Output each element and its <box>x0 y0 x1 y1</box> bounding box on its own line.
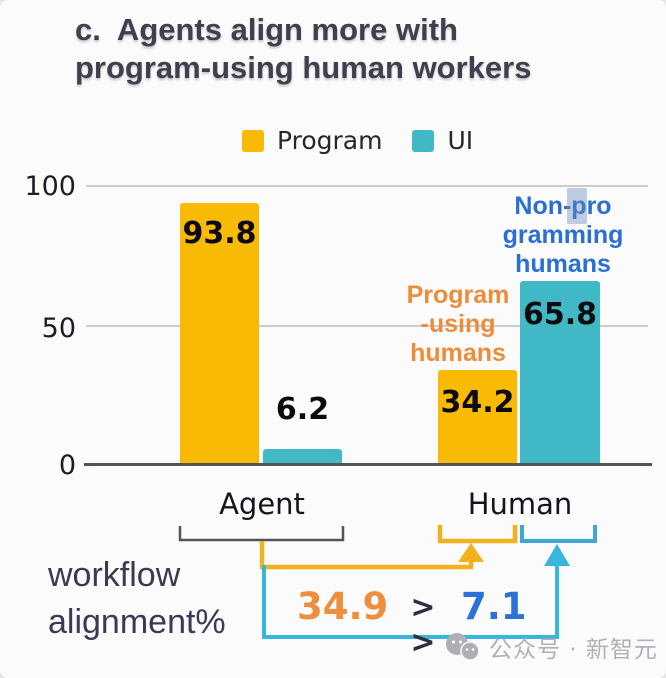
arrowhead-program <box>458 543 484 562</box>
callout-orange-line2: -using <box>420 310 496 338</box>
callout-program-using-humans: Program -using humans <box>393 281 523 368</box>
xlabel-human: Human <box>467 487 573 521</box>
text-selection-highlight <box>567 188 587 224</box>
watermark-text: 公众号 · 新智元 <box>489 637 658 663</box>
callout-blue-line3: humans <box>515 250 611 278</box>
legend-swatch-ui <box>412 129 435 152</box>
value-agent-ui: 6.2 <box>275 392 330 427</box>
chart-title-line1: c. Agents align more with <box>75 12 458 47</box>
legend-swatch-program <box>242 129 264 152</box>
workflow-connector-program <box>259 541 474 570</box>
value-human-ui: 65.8 <box>522 297 598 332</box>
bar-agent-ui <box>263 449 342 463</box>
chart-title: c. Agents align more with program-using … <box>75 11 635 87</box>
much-greater-than-symbol: > > <box>410 590 440 660</box>
callout-orange-line3: humans <box>410 339 506 367</box>
ytick-100: 100 <box>24 171 76 202</box>
ytick-50: 50 <box>41 313 76 344</box>
ytick-0: 0 <box>58 450 76 481</box>
callout-orange-line1: Program <box>406 281 510 309</box>
bar-human-ui <box>520 281 600 463</box>
workflow-value-agent: 34.9 <box>297 585 389 628</box>
wechat-icon <box>446 633 480 661</box>
workflow-label-line1: workflow <box>48 556 181 594</box>
workflow-value-human: 7.1 <box>461 585 527 628</box>
arrowhead-ui <box>544 544 570 566</box>
bar-human-program <box>438 370 517 463</box>
callout-non-programming-humans: Non-pro gramming humans <box>498 192 628 279</box>
workflow-alignment-label: workflow alignment% <box>48 552 226 646</box>
xlabel-agent: Agent <box>219 487 305 521</box>
watermark: 公众号 · 新智元 <box>444 630 658 664</box>
value-agent-program: 93.8 <box>182 216 257 251</box>
value-human-program: 34.2 <box>440 385 515 420</box>
chart-title-line2: program-using human workers <box>75 50 532 85</box>
legend-label-program: Program <box>277 126 383 155</box>
human-ui-bracket <box>520 525 597 543</box>
legend: Program UI <box>242 126 473 155</box>
human-program-bracket <box>437 525 518 544</box>
agent-group-bracket <box>178 526 345 542</box>
workflow-label-line2: alignment% <box>48 603 226 641</box>
callout-blue-line2: gramming <box>502 221 624 249</box>
legend-label-ui: UI <box>447 126 474 155</box>
gridline-100 <box>86 185 648 187</box>
x-axis-line <box>84 463 652 466</box>
callout-blue-line1: Non-pro <box>514 192 612 220</box>
bar-agent-program <box>180 203 259 463</box>
gridline-50 <box>86 325 648 327</box>
